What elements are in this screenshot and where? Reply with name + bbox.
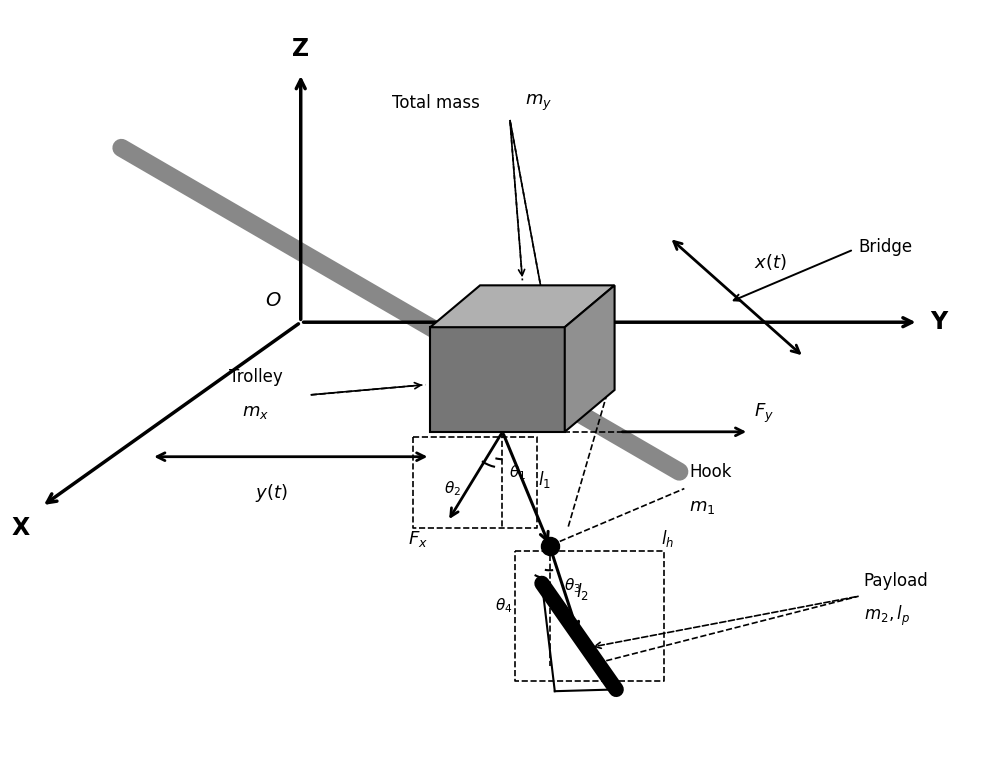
Polygon shape [430, 327, 565, 431]
Text: $l_2$: $l_2$ [576, 581, 589, 602]
Text: X: X [11, 516, 30, 540]
Text: $\theta_3$: $\theta_3$ [564, 576, 581, 595]
Text: Bridge: Bridge [859, 238, 913, 257]
Text: Z: Z [292, 37, 309, 61]
Text: $m_1$: $m_1$ [689, 497, 716, 516]
Text: $y(t)$: $y(t)$ [255, 481, 287, 503]
Text: $m_2, l_p$: $m_2, l_p$ [864, 604, 910, 628]
Text: Y: Y [930, 310, 948, 334]
Text: $l_h$: $l_h$ [661, 528, 675, 549]
Polygon shape [430, 285, 615, 327]
Text: $\theta_2$: $\theta_2$ [444, 480, 461, 498]
Text: Trolley: Trolley [229, 368, 283, 386]
Text: $m_y$: $m_y$ [525, 93, 552, 113]
Text: $\theta_1$: $\theta_1$ [509, 464, 527, 482]
Text: Hook: Hook [689, 463, 732, 481]
Text: $F_y$: $F_y$ [754, 402, 774, 425]
Polygon shape [565, 285, 615, 431]
Text: $\theta_4$: $\theta_4$ [495, 597, 512, 615]
Text: $m_x$: $m_x$ [242, 403, 269, 421]
Text: $l_1$: $l_1$ [538, 469, 551, 490]
Text: $x(t)$: $x(t)$ [754, 252, 787, 273]
Text: $F_x$: $F_x$ [408, 529, 428, 550]
Text: Payload: Payload [864, 572, 928, 590]
Text: Total mass: Total mass [392, 94, 485, 112]
Text: O: O [265, 291, 281, 310]
